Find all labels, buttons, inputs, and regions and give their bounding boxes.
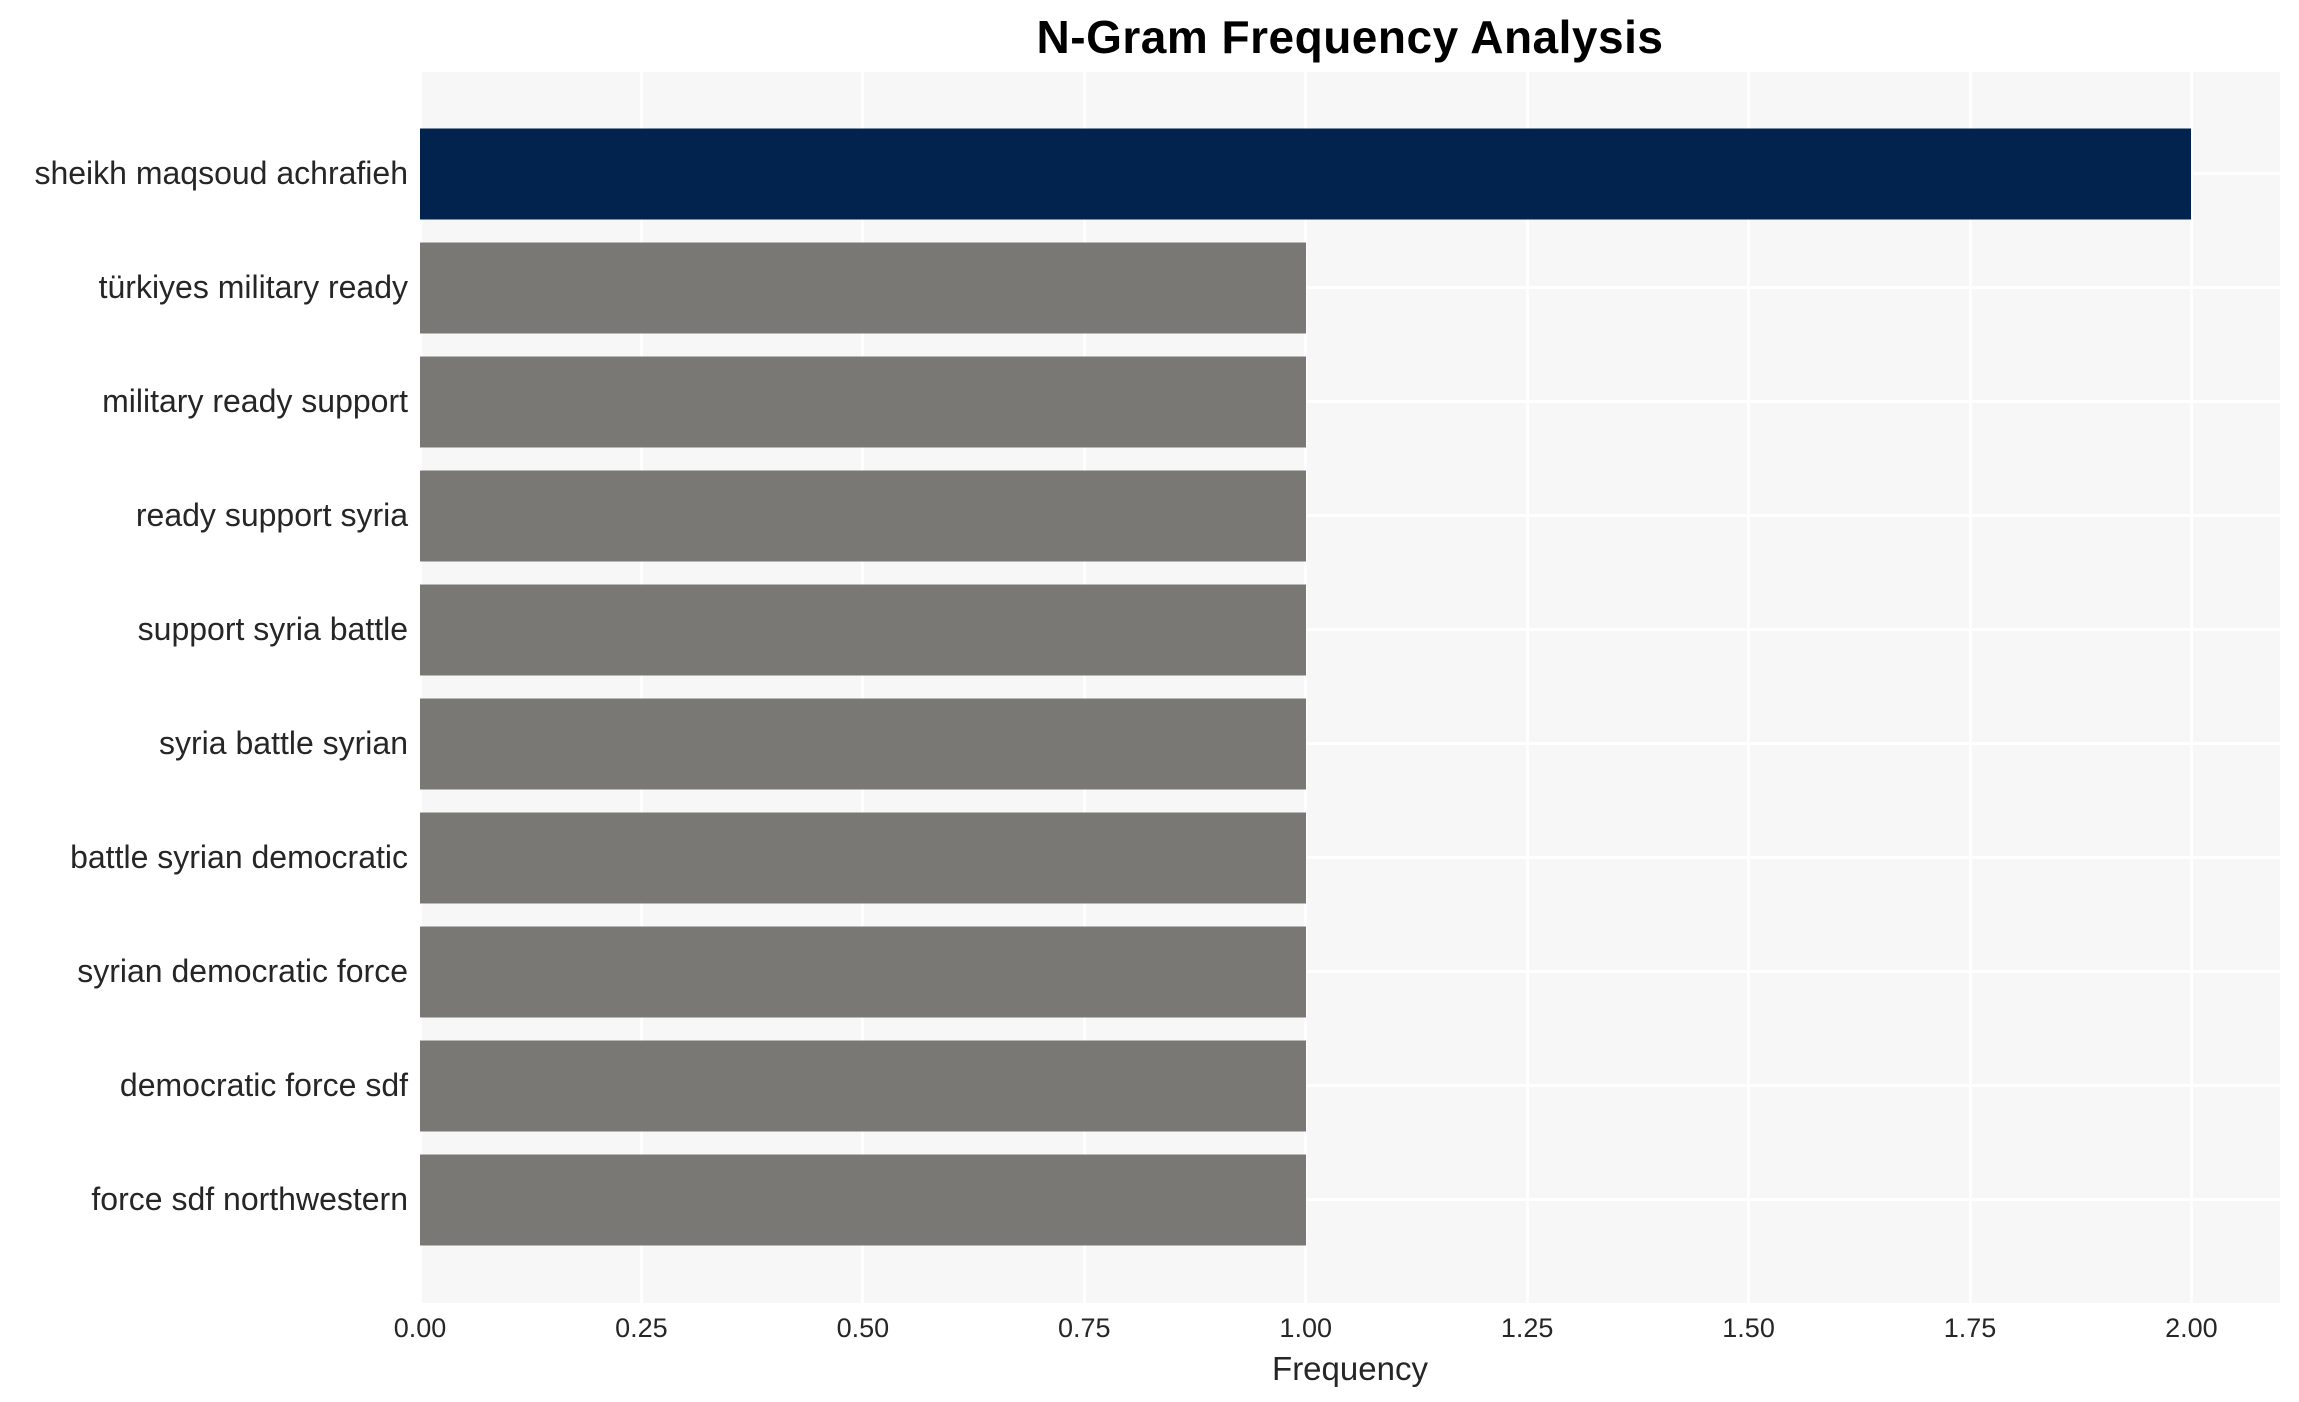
vertical-gridline (418, 72, 422, 1303)
x-tick-label: 2.00 (2165, 1313, 2218, 1343)
vertical-gridline (2189, 72, 2193, 1303)
bar (420, 812, 1306, 903)
bar (420, 470, 1306, 561)
vertical-gridline (861, 72, 865, 1303)
y-tick-label: syria battle syrian (159, 724, 408, 761)
y-tick-label: syrian democratic force (77, 952, 408, 989)
vertical-gridline (1747, 72, 1751, 1303)
bar (420, 356, 1306, 447)
horizontal-gridline (420, 286, 2280, 289)
bar (420, 698, 1306, 789)
y-tick-label: military ready support (102, 382, 408, 419)
y-tick-label: democratic force sdf (119, 1066, 408, 1103)
vertical-gridline (1968, 72, 1972, 1303)
horizontal-gridline (420, 1198, 2280, 1201)
x-tick-label: 0.50 (836, 1313, 890, 1343)
horizontal-gridline (420, 400, 2280, 403)
bar (420, 584, 1306, 675)
y-tick-label: battle syrian democratic (70, 838, 408, 875)
y-tick-label: sheikh maqsoud achrafieh (34, 154, 408, 191)
horizontal-gridline (420, 1084, 2280, 1087)
horizontal-gridline (420, 856, 2280, 859)
x-tick-label: 1.25 (1500, 1313, 1554, 1343)
y-tick-label: ready support syria (135, 496, 408, 533)
bar (420, 1154, 1306, 1245)
x-tick-label: 1.75 (1943, 1313, 1997, 1343)
horizontal-gridline (420, 742, 2280, 745)
y-axis-labels: sheikh maqsoud achrafieh türkiyes militar… (0, 72, 408, 1303)
x-axis-title: Frequency (1272, 1350, 1428, 1387)
vertical-gridline (639, 72, 643, 1303)
x-tick-label: 0.00 (393, 1313, 447, 1343)
vertical-gridline (1525, 72, 1529, 1303)
horizontal-gridline (420, 514, 2280, 517)
bar (420, 1040, 1306, 1131)
bar (420, 926, 1306, 1017)
x-tick-label: 0.25 (615, 1313, 668, 1343)
chart-title: N-Gram Frequency Analysis (1036, 11, 1664, 63)
x-tick-label: 1.50 (1722, 1313, 1775, 1343)
horizontal-gridline (420, 628, 2280, 631)
x-axis-ticks: 0.00 0.25 0.50 0.75 1.00 1.25 1.50 1.75 2.00 (394, 1313, 2280, 1349)
plot-area (418, 72, 2280, 1303)
bar (420, 242, 1306, 333)
y-tick-label: support syria battle (137, 610, 408, 647)
horizontal-gridline (420, 970, 2280, 973)
vertical-gridline (1082, 72, 1086, 1303)
y-tick-label: force sdf northwestern (91, 1180, 408, 1217)
bar (420, 128, 2192, 219)
x-tick-label: 0.75 (1058, 1313, 1111, 1343)
x-tick-label: 1.00 (1279, 1313, 1332, 1343)
y-tick-label: türkiyes military ready (98, 268, 408, 305)
vertical-gridline (1304, 72, 1308, 1303)
